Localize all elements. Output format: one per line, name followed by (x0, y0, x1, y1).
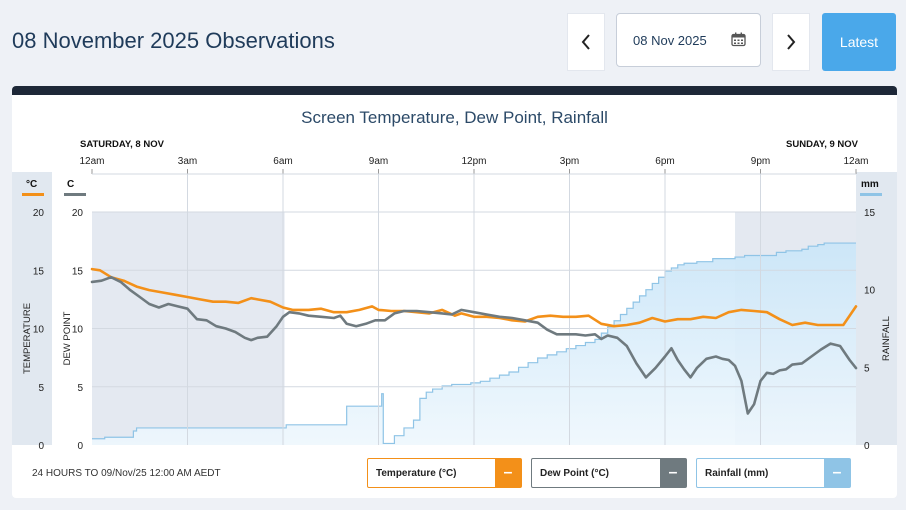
rainfall-axis-label: RAINFALL (881, 316, 892, 361)
legend-rainfall-label: Rainfall (mm) (705, 467, 769, 479)
next-day-button[interactable] (772, 13, 810, 71)
legend-rainfall-minus-icon: – (824, 459, 850, 487)
legend-dew-point-minus-icon: – (660, 459, 686, 487)
chart-title: Screen Temperature, Dew Point, Rainfall (301, 108, 608, 127)
dew-point-tick-1: 0 (77, 441, 83, 452)
dew-point-line (90, 275, 858, 415)
date-value: 08 Nov 2025 (633, 32, 707, 48)
x-tick-label-6: 3pm (560, 156, 579, 167)
latest-button[interactable]: Latest (822, 13, 896, 71)
temperature-tick-1: 0 (38, 441, 44, 452)
dew-point-tick-3: 10 (72, 325, 84, 336)
legend-dew-point-label: Dew Point (°C) (540, 467, 609, 479)
rainfall-tick-3: 10 (864, 286, 876, 297)
x-tick-label-7: 6pm (655, 156, 674, 167)
calendar-icon[interactable] (731, 32, 746, 47)
rainfall-tick-4: 15 (864, 208, 876, 219)
dew-point-tick-4: 15 (72, 266, 84, 277)
dew-point-tick-5: 20 (72, 208, 84, 219)
x-tick-label-8: 9pm (751, 156, 770, 167)
temperature-tick-2: 5 (38, 383, 44, 394)
x-tick-label-5: 12pm (461, 156, 486, 167)
temperature-unit-swatch (22, 193, 44, 196)
page-title: 08 November 2025 Observations (12, 28, 335, 53)
chevron-left-icon (581, 34, 590, 50)
day-label-sunday: SUNDAY, 9 NOV (786, 139, 859, 150)
date-picker[interactable]: 08 Nov 2025 (616, 13, 761, 67)
rainfall-line (92, 242, 856, 445)
dew-point-unit-swatch (64, 193, 86, 196)
legend-temperature-minus-icon: – (495, 459, 521, 487)
rainfall-unit: mm (861, 179, 879, 190)
x-tick-label-3: 6am (273, 156, 292, 167)
dew-point-unit: C (67, 179, 74, 190)
legend-rainfall-toggle[interactable]: Rainfall (mm) – (696, 458, 851, 488)
temperature-line (90, 267, 858, 328)
card-top-bar (12, 86, 897, 95)
legend-dew-point-toggle[interactable]: Dew Point (°C) – (531, 458, 687, 488)
temperature-unit: °C (26, 179, 37, 190)
legend-temperature-label: Temperature (°C) (376, 467, 457, 479)
dew-point-tick-2: 5 (77, 383, 83, 394)
previous-day-button[interactable] (567, 13, 605, 71)
chart-card: Screen Temperature, Dew Point, Rainfall … (12, 86, 897, 498)
rainfall-tick-2: 5 (864, 363, 870, 374)
temperature-tick-4: 15 (33, 266, 45, 277)
rainfall-unit-swatch (860, 193, 882, 196)
temperature-axis-panel (12, 172, 52, 445)
x-tick-label-2: 3am (178, 156, 197, 167)
rainfall-tick-1: 0 (864, 441, 870, 452)
rainfall-axis-panel (856, 172, 897, 445)
dew-point-axis-panel (52, 172, 92, 445)
dew-point-axis-label: DEW POINT (62, 311, 73, 365)
x-tick-label-9: 12am (843, 156, 868, 167)
chevron-right-icon (787, 34, 796, 50)
observations-chart: 12am 3am 6am 9am 12pm 3pm 6pm 9pm 12am SATURDAY, … (12, 139, 897, 452)
legend-temperature-toggle[interactable]: Temperature (°C) – (367, 458, 522, 488)
temperature-tick-5: 20 (33, 208, 45, 219)
day-label-saturday: SATURDAY, 8 NOV (80, 139, 165, 150)
period-note: 24 HOURS TO 09/Nov/25 12:00 AM AEDT (32, 468, 221, 479)
x-tick-label-4: 9am (369, 156, 388, 167)
temperature-axis-label: TEMPERATURE (22, 303, 33, 374)
x-tick-label-1: 12am (79, 156, 104, 167)
temperature-tick-3: 10 (33, 325, 45, 336)
